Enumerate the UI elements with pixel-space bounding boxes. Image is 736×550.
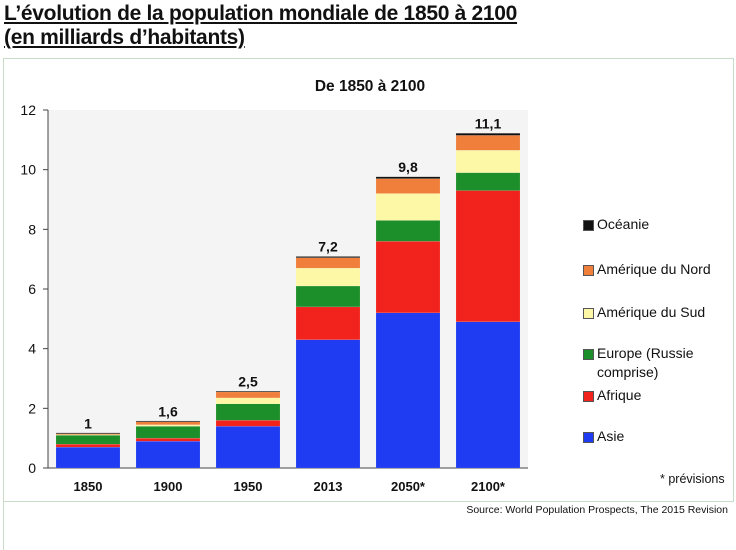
bar-segment-1950-am-rique-du-nord [215, 391, 281, 399]
bar-segment-2100-am-rique-du-nord [455, 135, 521, 151]
bar-segment-1850-europe-russie-comprise- [55, 435, 121, 445]
bar-segment-2100-afrique [455, 190, 521, 322]
y-tick-label: 6 [28, 281, 36, 297]
bar-segment-1900-am-rique-du-sud [135, 424, 201, 427]
x-tick-label: 2100* [471, 479, 506, 494]
bar-total-label: 7,2 [318, 238, 338, 254]
bar-segment-1950-asie [215, 426, 281, 469]
legend-swatch [583, 265, 594, 276]
bar-total-label: 11,1 [475, 115, 502, 131]
chart-title: De 1850 à 2100 [315, 78, 425, 95]
bar-segment-2050-oc-anie [375, 176, 441, 179]
y-tick-label: 2 [28, 400, 36, 416]
bar-segment-1850-oc-anie [55, 432, 121, 434]
legend-label: Europe (Russie comprise) [597, 345, 694, 380]
bar-segment-2100-europe-russie-comprise- [455, 172, 521, 191]
legend-label: Amérique du Nord [597, 261, 711, 277]
bar-segment-1850-asie [55, 446, 121, 469]
frame-divider [3, 500, 4, 550]
axes: 0 2 4 6 8 10 12 [20, 102, 528, 476]
bar-segment-2050-europe-russie-comprise- [375, 220, 441, 242]
bar-segment-2050-asie [375, 312, 441, 469]
x-tick-label: 1850 [74, 479, 103, 494]
bar-total-label: 9,8 [398, 159, 418, 175]
legend-swatch [583, 308, 594, 319]
legend-swatch [583, 220, 594, 231]
bar-segment-2050-am-rique-du-sud [375, 193, 441, 221]
bar-segment-1950-am-rique-du-sud [215, 397, 281, 405]
x-tick-label: 1950 [234, 479, 263, 494]
page-title-line1: L’évolution de la population mondiale de… [4, 2, 518, 25]
y-tick-label: 0 [28, 460, 36, 476]
source-note: Source: World Population Prospects, The … [466, 504, 728, 516]
bar-segment-2100-asie [455, 321, 521, 469]
forecast-note: * prévisions [660, 472, 725, 486]
bar-segment-2013-oc-anie [295, 256, 361, 258]
bar-segment-2100-am-rique-du-sud [455, 150, 521, 173]
bar-total-label: 1,6 [158, 404, 178, 420]
bar-segment-1900-europe-russie-comprise- [135, 426, 201, 439]
bar-segment-2013-am-rique-du-sud [295, 267, 361, 287]
bar-segment-1850-afrique [55, 443, 121, 448]
legend-label: Asie [597, 428, 625, 444]
bar-segment-2013-asie [295, 339, 361, 469]
x-tick-label: 2050* [391, 479, 426, 494]
legend-label: Afrique [597, 387, 642, 403]
bar-segment-1900-afrique [135, 438, 201, 442]
page-title: L’évolution de la population mondiale de… [4, 2, 724, 50]
y-tick-label: 10 [20, 162, 36, 178]
legend-label: Océanie [597, 216, 650, 232]
bar-segment-1950-europe-russie-comprise- [215, 403, 281, 421]
bars [55, 133, 521, 469]
y-tick-label: 8 [28, 221, 36, 237]
x-tick-label: 2013 [314, 479, 343, 494]
bar-segment-2013-europe-russie-comprise- [295, 285, 361, 308]
y-tick-label: 4 [28, 341, 36, 357]
bar-segment-1950-oc-anie [215, 390, 281, 393]
bar-segment-2013-afrique [295, 306, 361, 340]
bar-segment-2100-oc-anie [455, 133, 521, 136]
x-tick-label: 1900 [154, 479, 183, 494]
bar-segment-1900-asie [135, 440, 201, 469]
legend-swatch [583, 349, 594, 360]
legend-swatch [583, 391, 594, 402]
bar-total-label: 2,5 [238, 374, 258, 390]
chart-frame [3, 58, 734, 502]
bar-segment-1950-afrique [215, 420, 281, 427]
bar-segment-2050-am-rique-du-nord [375, 178, 441, 194]
page-title-line2: (en milliards d’habitants) [4, 26, 245, 49]
labels: 1 1850 1,6 1900 2,5 1950 7,2 2013 9,8 2050* 11,1 21… [74, 115, 506, 494]
bar-segment-1900-am-rique-du-nord [135, 421, 201, 425]
legend-label: Amérique du Sud [597, 304, 706, 320]
y-tick-label: 12 [20, 102, 36, 118]
bar-total-label: 1 [84, 416, 92, 432]
legend-swatch [583, 432, 594, 443]
bar-segment-2013-am-rique-du-nord [295, 257, 361, 269]
plot-area [48, 110, 528, 468]
bar-segment-1850-am-rique-du-nord [55, 433, 121, 435]
bar-segment-1900-oc-anie [135, 420, 201, 422]
bar-segment-2050-afrique [375, 241, 441, 314]
